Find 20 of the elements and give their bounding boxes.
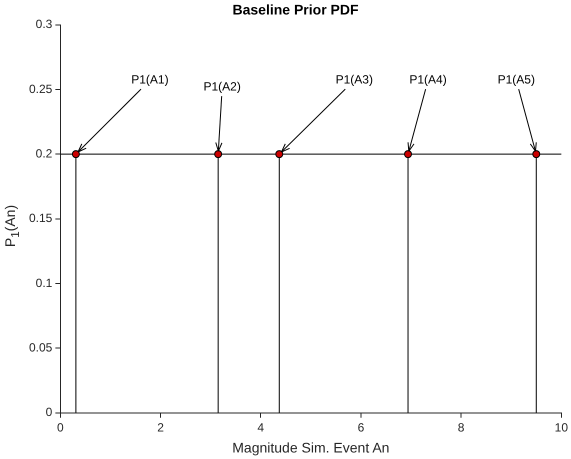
- x-tick-label: 0: [57, 420, 64, 434]
- annotation: P1(A2): [203, 79, 241, 94]
- y-tick-label: 0: [46, 405, 53, 420]
- chart-title: Baseline Prior PDF: [232, 1, 359, 18]
- x-tick-label: 6: [358, 420, 365, 434]
- y-tick-label: 0.05: [28, 340, 53, 354]
- y-tick-label: 0.25: [28, 82, 53, 96]
- x-tick-label: 4: [257, 420, 264, 434]
- x-tick-label: 10: [554, 420, 568, 434]
- y-tick-label: 0.2: [36, 146, 53, 160]
- x-tick-label: 8: [458, 420, 465, 434]
- y-tick-label: 0.15: [28, 211, 53, 226]
- annotation: P1(A3): [336, 72, 373, 86]
- x-axis-title: Magnitude Sim. Event An: [232, 439, 390, 456]
- annotation: P1(A1): [131, 72, 169, 86]
- annotation: P1(A5): [498, 72, 535, 86]
- y-tick-label: 0.1: [36, 276, 53, 290]
- y-tick-label: 0.3: [36, 17, 53, 32]
- x-tick-label: 2: [157, 420, 164, 434]
- annotation: P1(A4): [409, 72, 447, 86]
